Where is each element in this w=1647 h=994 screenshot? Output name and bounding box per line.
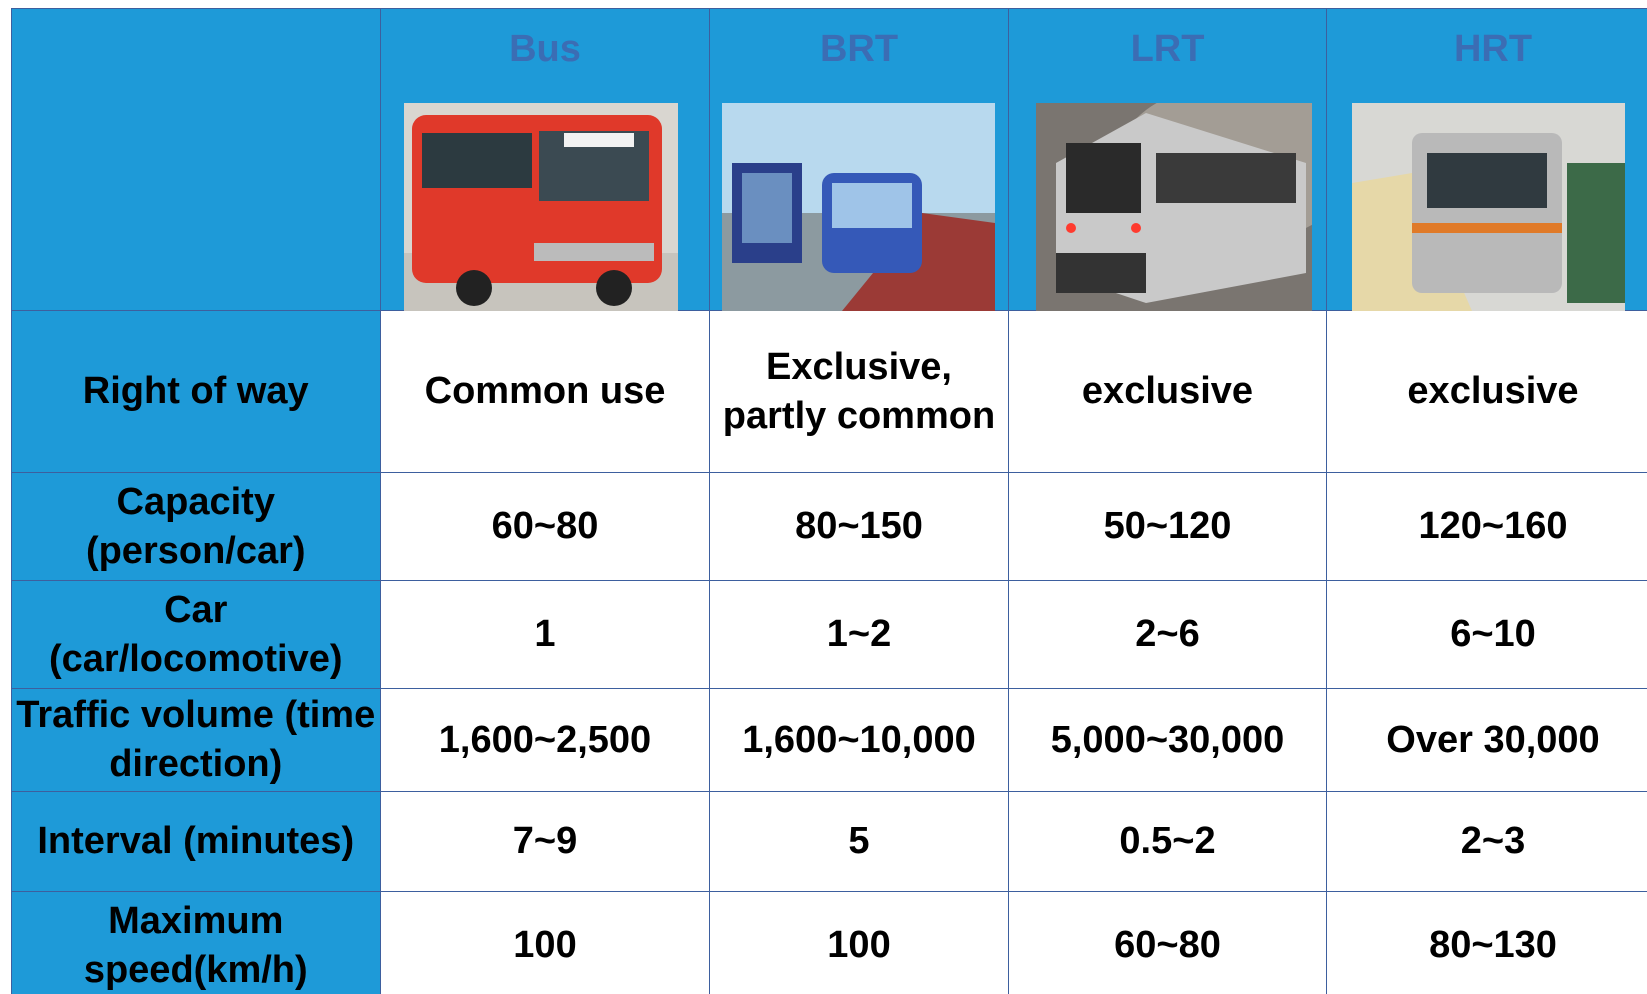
table-cell: 120~160 (1327, 473, 1647, 581)
table-cell: 100 (710, 892, 1009, 994)
table-cell: 5 (710, 792, 1009, 892)
table-cell: Exclusive, partly common (710, 311, 1009, 473)
table-cell: 6~10 (1327, 581, 1647, 689)
hrt-photo (1352, 103, 1625, 311)
row-label: Capacity (person/car) (10, 473, 381, 581)
table-cell: exclusive (1327, 311, 1647, 473)
table-cell: 7~9 (381, 792, 710, 892)
table-cell: 60~80 (1009, 892, 1327, 994)
row-label: Maximum speed(km/h) (10, 892, 381, 994)
table-cell: 100 (381, 892, 710, 994)
table-cell: 2~6 (1009, 581, 1327, 689)
table-cell: 0.5~2 (1009, 792, 1327, 892)
bus-photo (404, 103, 678, 311)
table-cell: 60~80 (381, 473, 710, 581)
table-cell: 80~130 (1327, 892, 1647, 994)
table-cell: 1 (381, 581, 710, 689)
brt-photo (722, 103, 995, 311)
table-cell: Over 30,000 (1327, 689, 1647, 792)
table-cell: 1~2 (710, 581, 1009, 689)
table-cell: 1,600~10,000 (710, 689, 1009, 792)
table-cell: 80~150 (710, 473, 1009, 581)
table-cell: exclusive (1009, 311, 1327, 473)
table-cell: 5,000~30,000 (1009, 689, 1327, 792)
table-cell: 2~3 (1327, 792, 1647, 892)
row-label: Right of way (10, 311, 381, 473)
row-label: Interval (minutes) (10, 792, 381, 892)
lrt-photo (1036, 103, 1312, 311)
corner-cell (10, 8, 381, 311)
row-label: Traffic volume (time direction) (10, 689, 381, 792)
table-cell: Common use (381, 311, 710, 473)
table-cell: 1,600~2,500 (381, 689, 710, 792)
table-cell: 50~120 (1009, 473, 1327, 581)
row-label: Car (car/locomotive) (10, 581, 381, 689)
